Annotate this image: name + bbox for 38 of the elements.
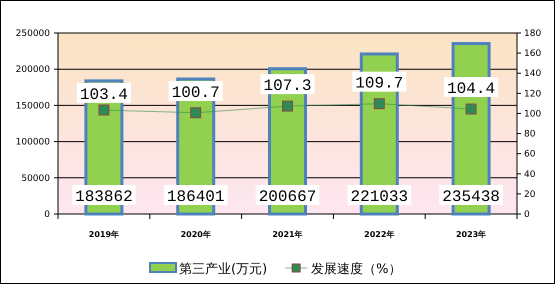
- point: [282, 100, 293, 112]
- data-label: 109.7: [355, 74, 404, 93]
- y-tick-label: 250000: [16, 29, 50, 39]
- point: [98, 104, 110, 116]
- point: [466, 104, 477, 115]
- data-label: 100.7: [172, 84, 220, 102]
- data-label: 183862: [75, 188, 133, 206]
- y2-tick-label: 20: [524, 190, 536, 200]
- y2-tick-label: 140: [524, 69, 542, 80]
- data-label: 104.4: [447, 80, 496, 98]
- y-tick-label: 50000: [21, 174, 50, 184]
- x-tick-label: 2020年: [180, 230, 211, 239]
- legend-label: 发展速度（%）: [311, 261, 402, 277]
- x-tick-label: 2023年: [456, 230, 486, 239]
- y-tick-label: 200000: [16, 65, 50, 76]
- data-label: 221033: [350, 188, 408, 206]
- x-tick-label: 2019年: [88, 230, 120, 239]
- data-label: 200667: [258, 188, 316, 206]
- data-label: 107.3: [263, 77, 312, 96]
- point: [374, 98, 385, 110]
- y2-tick-label: 0: [524, 210, 530, 220]
- y-tick-label: 100000: [16, 138, 50, 148]
- data-label: 186401: [166, 188, 225, 206]
- y2-tick-label: 40: [524, 170, 536, 180]
- x-tick-label: 2021年: [272, 230, 303, 239]
- y-tick-label: 0: [44, 210, 50, 220]
- y2-tick-label: 160: [524, 49, 542, 60]
- y2-tick-label: 80: [524, 130, 536, 140]
- point: [190, 107, 202, 118]
- legend-label: 第三产业(万元): [179, 262, 268, 277]
- y2-tick-label: 180: [524, 29, 542, 39]
- data-label: 103.4: [80, 86, 128, 104]
- y2-tick-label: 100: [524, 109, 542, 120]
- y-tick-label: 150000: [16, 101, 50, 112]
- data-label: 235438: [442, 188, 500, 206]
- x-tick-label: 2022年: [364, 230, 394, 239]
- y2-tick-label: 60: [524, 150, 536, 160]
- y2-tick-label: 120: [524, 89, 542, 100]
